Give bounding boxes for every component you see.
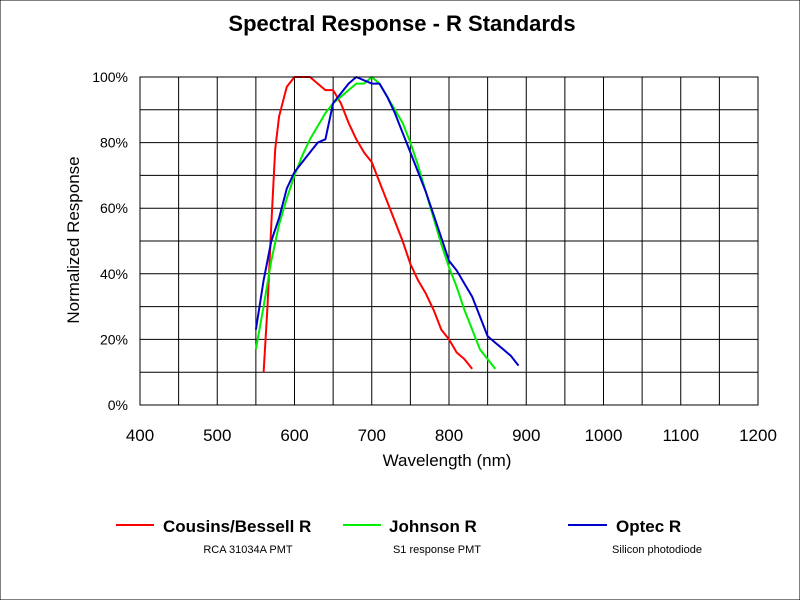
y-axis-label: Normalized Response [64,156,83,323]
legend-label: Cousins/Bessell R [163,517,311,536]
y-tick-label: 80% [100,135,128,151]
x-tick-label: 500 [203,426,231,445]
y-tick-label: 40% [100,266,128,282]
y-tick-label: 60% [100,200,128,216]
x-tick-label: 600 [280,426,308,445]
chart-title: Spectral Response - R Standards [228,11,575,36]
legend-sublabel: S1 response PMT [393,544,481,556]
y-tick-label: 20% [100,331,128,347]
x-tick-label: 1100 [662,426,699,445]
legend: Cousins/Bessell R RCA 31034A PMT Johnson R… [116,517,702,556]
legend-sublabel: Silicon photodiode [612,544,702,556]
y-tick-label: 0% [108,397,128,413]
y-ticks: 0% 20% 40% 60% 80% 100% [92,69,128,413]
x-tick-label: 1000 [585,426,623,445]
plot-border [139,76,759,406]
x-tick-label: 400 [126,426,154,445]
series-line-johnson-r [254,76,497,370]
series-line-optec-r [254,76,520,367]
legend-label: Optec R [616,517,681,536]
y-tick-label: 100% [92,69,128,85]
x-tick-label: 1200 [739,426,777,445]
legend-sublabel: RCA 31034A PMT [203,544,293,556]
series-lines [254,76,520,373]
x-tick-label: 700 [358,426,386,445]
legend-label: Johnson R [389,517,477,536]
x-tick-label: 800 [435,426,463,445]
x-ticks: 400 500 600 700 800 900 1000 1100 1200 [126,426,777,445]
x-axis-label: Wavelength (nm) [383,451,512,470]
x-tick-label: 900 [512,426,540,445]
series-line-cousins-bessell-r [262,76,473,373]
